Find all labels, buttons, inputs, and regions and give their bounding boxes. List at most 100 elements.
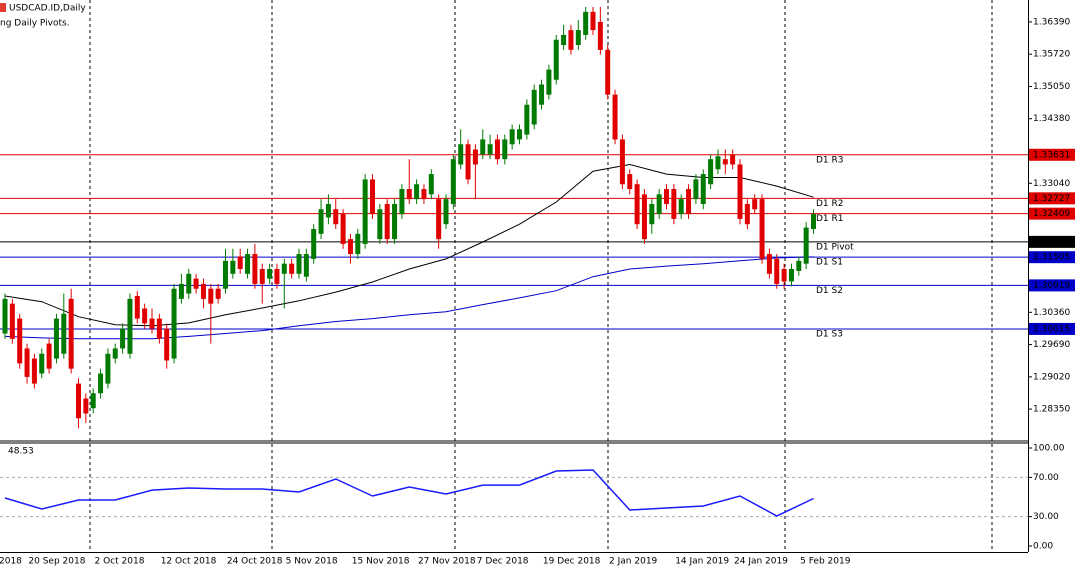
candle-body <box>252 254 258 284</box>
candle-body <box>149 318 155 329</box>
candle-body <box>333 209 339 225</box>
candle-body <box>164 328 170 361</box>
rsi-line <box>4 469 814 517</box>
y-tick-label: 1.35050 <box>1033 82 1070 92</box>
chart-title: USDCAD.ID,Daily <box>9 4 86 14</box>
candle-body <box>803 227 809 264</box>
candle-body <box>171 288 177 359</box>
rsi-tick-label: 30.00 <box>1033 512 1059 522</box>
candle-body <box>612 94 618 140</box>
candle-body <box>627 174 633 190</box>
candle-body <box>296 254 302 274</box>
candle-body <box>524 104 530 135</box>
candle-body <box>76 383 81 419</box>
candle-body <box>480 139 486 155</box>
candle-body <box>443 199 449 225</box>
price-label: 1.32409 <box>1033 209 1070 219</box>
moving-average <box>4 256 814 340</box>
candle-body <box>428 174 434 195</box>
candle-body <box>340 214 346 244</box>
candle-body <box>223 260 228 289</box>
candle-body <box>347 239 353 255</box>
candle-body <box>700 174 706 204</box>
candle-body <box>502 139 508 160</box>
y-tick-label: 1.29690 <box>1033 340 1070 350</box>
candle-body <box>583 11 589 35</box>
candle-body <box>392 203 398 240</box>
pivot-label: D1 S1 <box>816 258 843 268</box>
candle-body <box>568 30 574 50</box>
candle-body <box>325 203 331 218</box>
rsi-tick-label: 100.00 <box>1033 443 1065 453</box>
candle-body <box>458 144 464 165</box>
candle-body <box>781 268 787 282</box>
x-tick-label: 24 Oct 2018 <box>227 557 283 567</box>
candle-body <box>200 283 206 299</box>
candle-body <box>134 295 140 319</box>
candle-body <box>24 348 30 377</box>
candle-body <box>472 149 478 165</box>
candle-body <box>605 49 611 95</box>
candle-body <box>494 139 500 160</box>
candle-body <box>9 303 15 339</box>
candle-body <box>487 144 493 155</box>
y-tick-label: 1.30360 <box>1033 308 1070 318</box>
pivot-label: D1 S2 <box>816 286 843 296</box>
candle-body <box>656 194 662 215</box>
candle-body <box>561 34 567 46</box>
candle-body <box>289 263 295 274</box>
x-tick-label: 2018 <box>0 557 22 567</box>
candle-body <box>31 358 37 384</box>
pivot-label: D1 Pivot <box>816 242 854 252</box>
price-label-box <box>1029 235 1075 248</box>
candle-body <box>46 343 52 369</box>
candle-body <box>641 194 647 240</box>
candle-body <box>311 229 317 259</box>
candle-body <box>112 348 118 359</box>
plot: 1.36390 1.35720 1.35050 1.34380 1.33040 1.303… <box>0 6 1075 567</box>
candle-body <box>671 189 677 219</box>
candle-body <box>61 313 67 354</box>
candle-body <box>53 318 59 359</box>
candle-body <box>752 199 758 210</box>
candle-body <box>281 263 287 274</box>
candle-body <box>186 273 192 294</box>
candle-body <box>414 184 420 200</box>
price-label: 1.31823 <box>1033 237 1070 247</box>
price-label-box <box>1029 148 1075 161</box>
x-tick-label: 2 Oct 2018 <box>95 557 145 567</box>
candle-body <box>303 254 309 277</box>
y-tick-label: 1.29020 <box>1033 372 1070 382</box>
candle-body <box>539 84 545 105</box>
candle-body <box>575 30 581 46</box>
candle-body <box>237 256 243 269</box>
candle-body <box>318 209 324 234</box>
y-tick-label: 1.36390 <box>1033 17 1070 27</box>
candle-body <box>230 260 236 274</box>
candle-body <box>267 268 273 279</box>
candle-body <box>597 21 603 50</box>
candle-body <box>355 233 361 255</box>
x-tick-label: 24 Jan 2019 <box>734 557 788 567</box>
candle-body <box>436 199 442 240</box>
candle-body <box>509 129 515 145</box>
candle-body <box>259 268 265 284</box>
candle-body <box>120 328 126 349</box>
x-tick-label: 14 Jan 2019 <box>675 557 729 567</box>
price-label-box <box>1029 251 1075 264</box>
candle-body <box>744 203 750 225</box>
candle-body <box>708 159 714 185</box>
candle-body <box>2 298 8 334</box>
candle-body <box>370 179 375 215</box>
candle-body <box>693 179 699 200</box>
candle-body <box>90 393 96 409</box>
candle-body <box>766 254 772 274</box>
candle-body <box>274 268 280 284</box>
moving-average <box>4 163 814 327</box>
candle-body <box>730 154 736 165</box>
x-tick-label: 20 Sep 2018 <box>28 557 85 567</box>
candle-body <box>105 353 111 384</box>
candle-body <box>156 318 162 339</box>
price-label-box <box>1029 322 1075 335</box>
